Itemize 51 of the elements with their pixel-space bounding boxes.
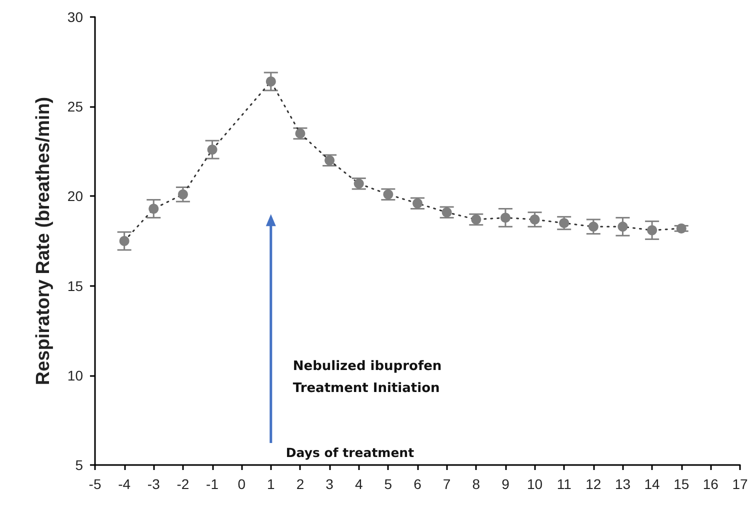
x-tick-label: 14 bbox=[644, 476, 660, 492]
point bbox=[148, 204, 159, 214]
x-tick-label: 1 bbox=[267, 476, 276, 492]
x-tick-label: 5 bbox=[384, 476, 392, 492]
point bbox=[500, 212, 510, 223]
point bbox=[383, 189, 394, 200]
x-tick-label: 11 bbox=[556, 476, 572, 492]
x-tick-label: 3 bbox=[326, 476, 334, 492]
x-tick-label: 9 bbox=[502, 476, 510, 492]
x-tick-label: 8 bbox=[472, 476, 480, 492]
point bbox=[266, 76, 276, 87]
x-tick-label: -1 bbox=[206, 476, 219, 492]
point bbox=[442, 207, 452, 218]
x-tick-label: 0 bbox=[238, 476, 246, 492]
point bbox=[530, 214, 540, 224]
y-tick-label: 25 bbox=[67, 98, 84, 115]
point bbox=[119, 236, 130, 246]
y-axis-title: Respiratory Rate (breathes/min) bbox=[33, 96, 54, 386]
point bbox=[354, 178, 364, 189]
x-axis-title: Days of treatment bbox=[286, 445, 414, 460]
x-tick-label: 7 bbox=[442, 476, 451, 492]
x-tick-label: 15 bbox=[674, 476, 690, 492]
annotation: Nebulized ibuprofen Treatment Initiation bbox=[292, 359, 442, 396]
point bbox=[588, 222, 598, 232]
x-tick-label: 6 bbox=[414, 476, 422, 492]
x-tick-label: -4 bbox=[118, 476, 131, 492]
y-tick-label: 30 bbox=[67, 9, 84, 25]
x-tick-label: -2 bbox=[176, 476, 190, 492]
x-tick-label: -5 bbox=[88, 476, 102, 492]
y-tick-label: 10 bbox=[67, 367, 84, 384]
y-tick-label: 20 bbox=[67, 188, 84, 204]
point bbox=[412, 198, 422, 208]
point bbox=[207, 144, 218, 155]
point bbox=[559, 218, 570, 228]
y-tick-label: 5 bbox=[75, 457, 84, 473]
point bbox=[295, 128, 306, 138]
x-tick-label: 12 bbox=[586, 476, 602, 492]
x-tick-label: 13 bbox=[614, 476, 631, 492]
x-tick-label: 16 bbox=[702, 476, 719, 492]
point bbox=[324, 155, 335, 166]
point bbox=[647, 225, 658, 236]
x-tick-label: 2 bbox=[296, 476, 304, 492]
x-tick-label: -3 bbox=[147, 476, 160, 492]
x-tick-label: 10 bbox=[526, 476, 543, 492]
point bbox=[471, 214, 482, 224]
y-tick-label: 15 bbox=[67, 278, 84, 294]
point bbox=[618, 222, 628, 232]
x-tick-label: 4 bbox=[354, 476, 363, 492]
point bbox=[676, 223, 686, 234]
point bbox=[178, 189, 188, 200]
x-tick-label: 17 bbox=[732, 476, 748, 492]
